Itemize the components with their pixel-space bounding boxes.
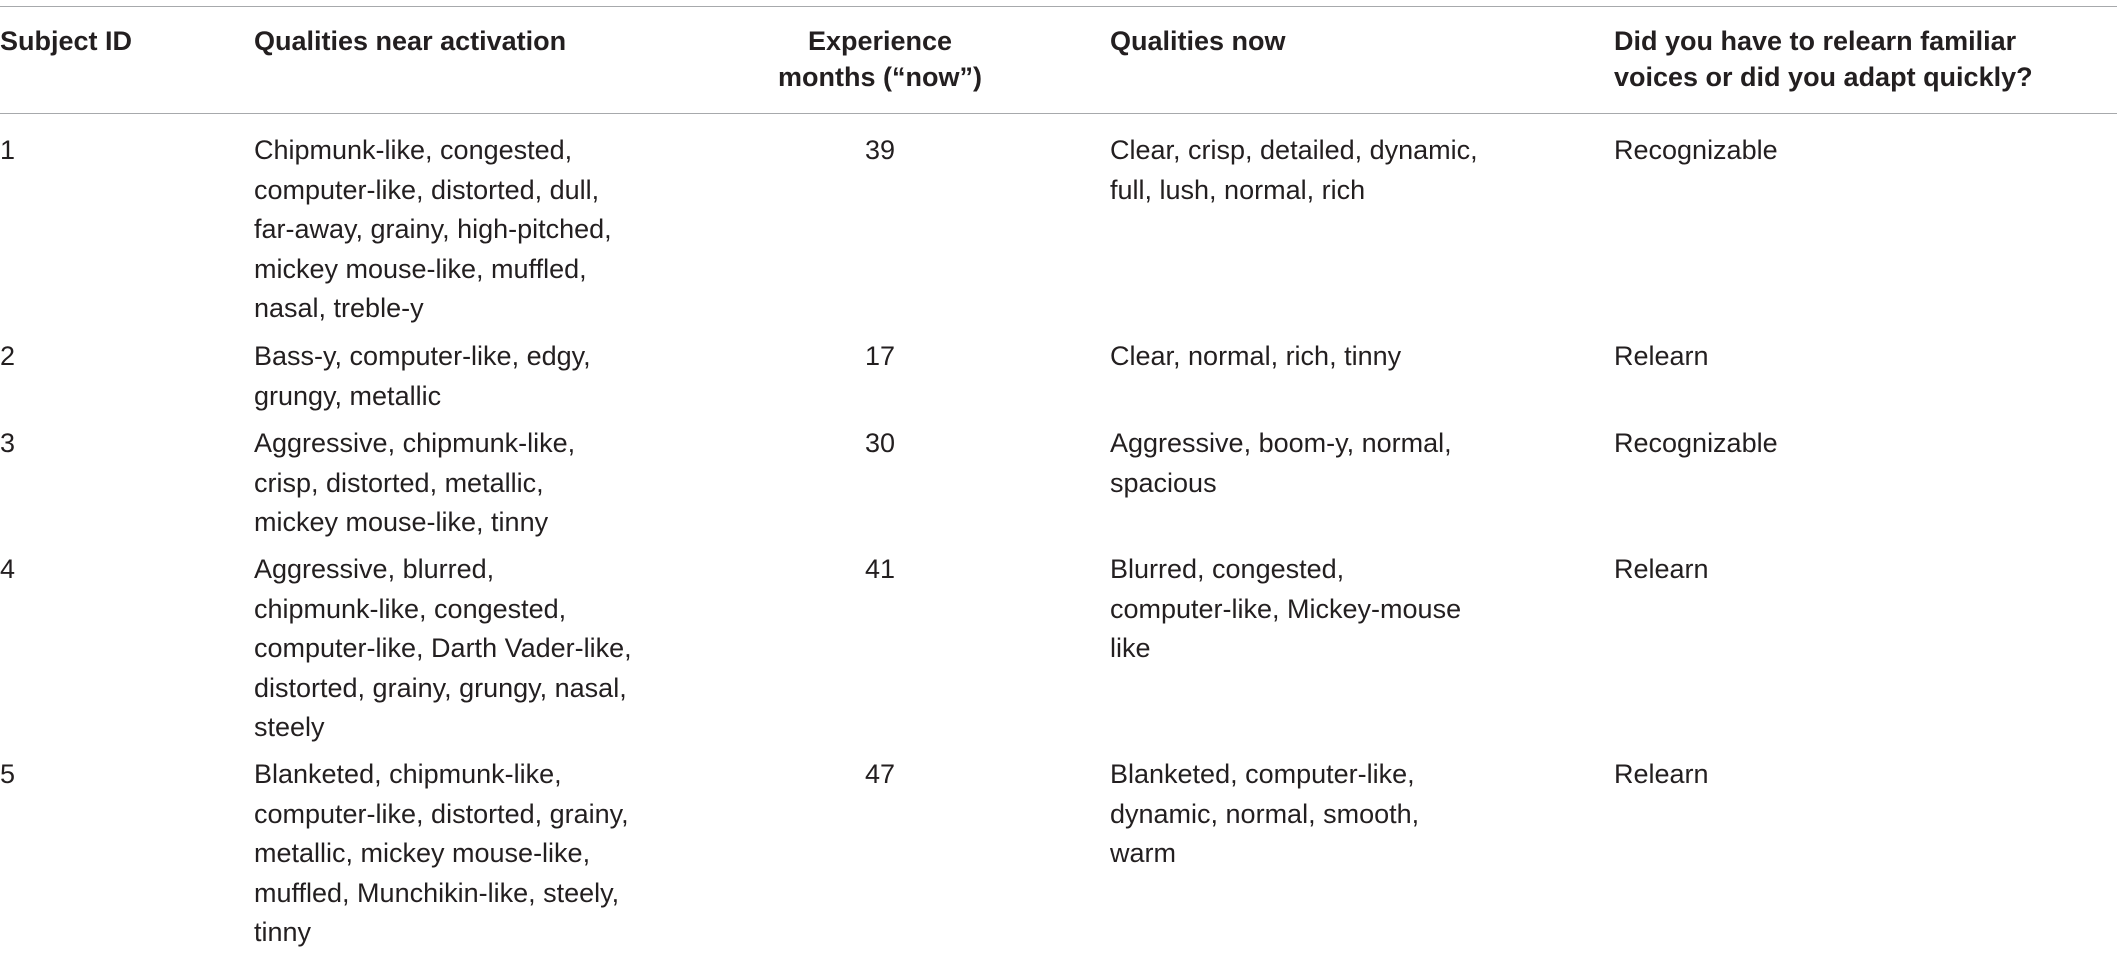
cell-relearn-or-adapt: Relearn [1614, 341, 1709, 371]
cell-qualities-now: Clear, normal, rich, tinny [1110, 341, 1402, 371]
header-subject-id: Subject ID [0, 26, 133, 56]
cell-relearn-or-adapt: Relearn [1614, 759, 1709, 789]
cell-relearn-or-adapt: Recognizable [1614, 135, 1778, 165]
header-qualities-now: Qualities now [1110, 26, 1286, 56]
cell-qualities-now: Clear, crisp, detailed, dynamic, full, l… [1110, 135, 1478, 205]
cell-relearn-or-adapt: Recognizable [1614, 428, 1778, 458]
header-relearn-or-adapt: Did you have to relearn familiar voices … [1614, 26, 2033, 92]
cell-subject-id: 3 [0, 428, 16, 458]
cell-qualities-now: Blanketed, computer-like, dynamic, norma… [1110, 759, 1420, 869]
cell-experience-months: 39 [864, 135, 896, 165]
cell-subject-id: 2 [0, 341, 16, 371]
cell-experience-months: 47 [864, 759, 896, 789]
table-top-rule [0, 6, 2117, 7]
cell-relearn-or-adapt: Relearn [1614, 554, 1709, 584]
cell-experience-months: 30 [864, 428, 896, 458]
header-qualities-near-activation: Qualities near activation [254, 26, 567, 56]
cell-subject-id: 4 [0, 554, 16, 584]
cell-subject-id: 1 [0, 135, 16, 165]
cell-qualities-near-activation: Bass-y, computer-like, edgy, grungy, met… [254, 341, 591, 411]
cell-qualities-near-activation: Blanketed, chipmunk-like, computer-like,… [254, 759, 629, 948]
cell-qualities-near-activation: Aggressive, blurred, chipmunk-like, cong… [254, 554, 632, 743]
cell-qualities-now: Blurred, congested, computer-like, Micke… [1110, 554, 1462, 664]
cell-experience-months: 17 [864, 341, 896, 371]
cell-qualities-near-activation: Aggressive, chipmunk-like, crisp, distor… [254, 428, 576, 538]
cell-experience-months: 41 [864, 554, 896, 584]
cell-qualities-now: Aggressive, boom-y, normal, spacious [1110, 428, 1452, 498]
header-bottom-rule [0, 113, 2117, 114]
header-experience-months: Experience months (“now”) [778, 26, 982, 92]
cell-qualities-near-activation: Chipmunk-like, congested, computer-like,… [254, 135, 612, 324]
cell-subject-id: 5 [0, 759, 16, 789]
